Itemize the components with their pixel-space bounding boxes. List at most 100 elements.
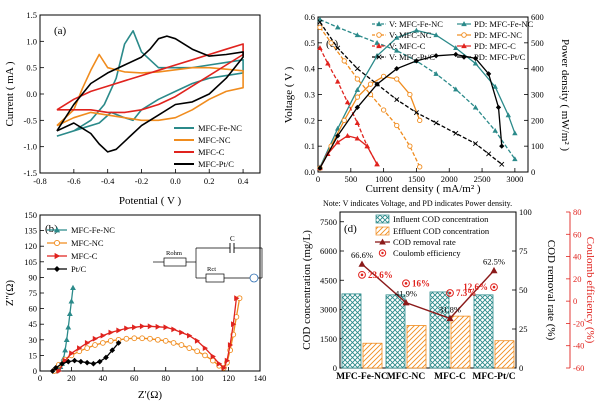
eis-point-mfc-c bbox=[194, 337, 201, 344]
y-right2-tick-label: 80 bbox=[573, 207, 582, 217]
eis-point-mfc-c bbox=[221, 364, 227, 371]
legend-entry: Influent COD concentration bbox=[393, 214, 489, 224]
plot-frame bbox=[39, 14, 261, 174]
cv-curve-mfc-c bbox=[56, 43, 244, 114]
rohm-resistor bbox=[163, 257, 187, 267]
x-tick-label: 1500 bbox=[408, 174, 425, 184]
eis-point-mfc-nc bbox=[147, 335, 153, 342]
x-tick-label: 40 bbox=[99, 373, 108, 383]
point-v-mfc-c bbox=[344, 99, 351, 105]
eis-point-mfc-c bbox=[224, 357, 231, 364]
eis-point-mfc-nc bbox=[131, 335, 138, 342]
y-right-tick-label: 100 bbox=[531, 141, 544, 151]
x-tick-label: 100 bbox=[191, 373, 204, 383]
point-pd-mfc-pt-c bbox=[394, 66, 400, 72]
point-v-mfc-fe-nc bbox=[354, 32, 361, 38]
legend-entry: PD: MFC-Pt/C bbox=[474, 52, 526, 62]
point-pd-mfc-fe-nc bbox=[472, 60, 479, 66]
eis-point-mfc-c bbox=[84, 340, 91, 346]
point-v-mfc-nc bbox=[407, 143, 413, 149]
point-pd-mfc-fe-nc bbox=[334, 125, 341, 131]
bar-effluent-cod bbox=[362, 342, 383, 369]
y-tick-label: 0 bbox=[33, 366, 37, 376]
y-right2-tick-label: 20 bbox=[573, 274, 582, 284]
cod-removal-label: 41.9% bbox=[395, 289, 417, 299]
point-pd-mfc-fe-nc bbox=[394, 34, 400, 40]
x-tick-label: 0.0 bbox=[170, 176, 181, 186]
y-right1-axis-label: COD removal rate (%) bbox=[545, 240, 557, 341]
legend-entry: V: MFC-Fe-NC bbox=[389, 19, 443, 29]
point-v-mfc-nc bbox=[354, 76, 361, 82]
legend-entry: MFC-Pt/C bbox=[198, 159, 234, 169]
y-right2-tick-label: -40 bbox=[573, 341, 584, 351]
y-right2-tick-label: 0 bbox=[573, 296, 577, 306]
point-pd-mfc-fe-nc bbox=[453, 45, 459, 51]
y-right1-tick-label: 75 bbox=[519, 246, 528, 256]
y-right1-tick-label: 0 bbox=[519, 363, 523, 373]
eis-panel: (b) 0 20 40 60 80 100 120 140015304560759010512… bbox=[4, 210, 266, 401]
point-pd-mfc-nc bbox=[354, 94, 361, 100]
bar-influent-cod bbox=[341, 293, 362, 369]
legend-entry: PD: MFC-C bbox=[474, 41, 516, 51]
point-pd-mfc-pt-c bbox=[317, 165, 323, 171]
point-v-mfc-fe-nc bbox=[394, 47, 400, 53]
eis-point-pt-c bbox=[103, 354, 109, 361]
eis-point-mfc-c bbox=[69, 350, 75, 357]
eis-point-pt-c bbox=[78, 358, 84, 365]
y-right-tick-label: 400 bbox=[531, 64, 544, 74]
x-tick-label: 60 bbox=[130, 373, 139, 383]
x-tick-label: MFC-C bbox=[434, 372, 466, 382]
x-axis-label: Z'(Ω) bbox=[138, 389, 163, 401]
polarization-panel: (c) 0500100015002000250030000.00.10.20.3… bbox=[283, 12, 571, 208]
y-tick-label: -0.5 bbox=[24, 115, 37, 125]
y-left-tick-label: 0.4 bbox=[304, 64, 315, 74]
x-tick-label: MFC-Pt/C bbox=[472, 372, 515, 382]
point-v-mfc-pt-c bbox=[317, 19, 323, 25]
legend-entry: PD: MFC-NC bbox=[474, 30, 522, 40]
point-pd-mfc-nc bbox=[417, 117, 423, 123]
point-v-mfc-pt-c bbox=[472, 141, 479, 147]
y-tick-label: 0.5 bbox=[26, 63, 37, 73]
eis-point-mfc-nc bbox=[194, 348, 200, 355]
x-tick-label: 0.2 bbox=[204, 176, 215, 186]
legend-marker bbox=[54, 252, 61, 260]
eis-point-mfc-c bbox=[231, 321, 237, 328]
eis-point-mfc-c bbox=[179, 329, 185, 336]
eis-point-pt-c bbox=[96, 358, 103, 365]
point-pd-mfc-pt-c bbox=[354, 104, 360, 111]
legend-entry: Pt/C bbox=[71, 264, 86, 274]
coulomb-point bbox=[492, 285, 496, 289]
y-tick-label: 0.0 bbox=[26, 89, 37, 99]
coulomb-point-outer bbox=[490, 283, 498, 292]
legend-entry: MFC-Fe-NC bbox=[198, 123, 242, 133]
y-tick-label: -1.0 bbox=[24, 142, 37, 152]
point-pd-mfc-pt-c bbox=[413, 58, 420, 64]
y-tick-label: 135 bbox=[24, 226, 37, 236]
panel-label: (a) bbox=[54, 25, 67, 37]
eis-point-pt-c bbox=[59, 360, 65, 367]
x-tick-label: MFC-Fe-NC bbox=[336, 372, 388, 382]
y-right1-tick-label: 100 bbox=[519, 207, 532, 217]
x-axis-label: Current density ( mA/m² ) bbox=[365, 183, 480, 195]
x-tick-label: -0.2 bbox=[135, 176, 148, 186]
point-v-mfc-c bbox=[334, 78, 341, 84]
point-v-mfc-pt-c bbox=[433, 120, 439, 126]
eis-point-pt-c bbox=[115, 340, 122, 346]
y-left-tick-label: 7500 bbox=[320, 217, 337, 227]
point-pd-mfc-nc bbox=[407, 91, 413, 98]
point-pd-mfc-fe-nc bbox=[505, 112, 512, 118]
y-left-tick-label: 0.2 bbox=[304, 115, 315, 125]
cod-removal-label: 31.8% bbox=[439, 304, 461, 314]
coulomb-label: 12.6% bbox=[463, 282, 488, 292]
y-tick-label: 1.0 bbox=[26, 36, 37, 46]
bar-effluent-cod bbox=[494, 340, 515, 369]
legend-entry: MFC-Fe-NC bbox=[71, 225, 115, 235]
x-tick-label: 0.4 bbox=[238, 176, 249, 186]
y-tick-label: 105 bbox=[24, 257, 37, 267]
y-tick-label: 60 bbox=[29, 304, 38, 314]
legend-entry: PD: MFC-Fe-NC bbox=[474, 19, 534, 29]
eis-point-mfc-fe-nc bbox=[62, 347, 69, 353]
y-right2-axis-label: Coulomb efficiency (%) bbox=[584, 237, 596, 344]
x-tick-label: 0 bbox=[316, 174, 320, 184]
